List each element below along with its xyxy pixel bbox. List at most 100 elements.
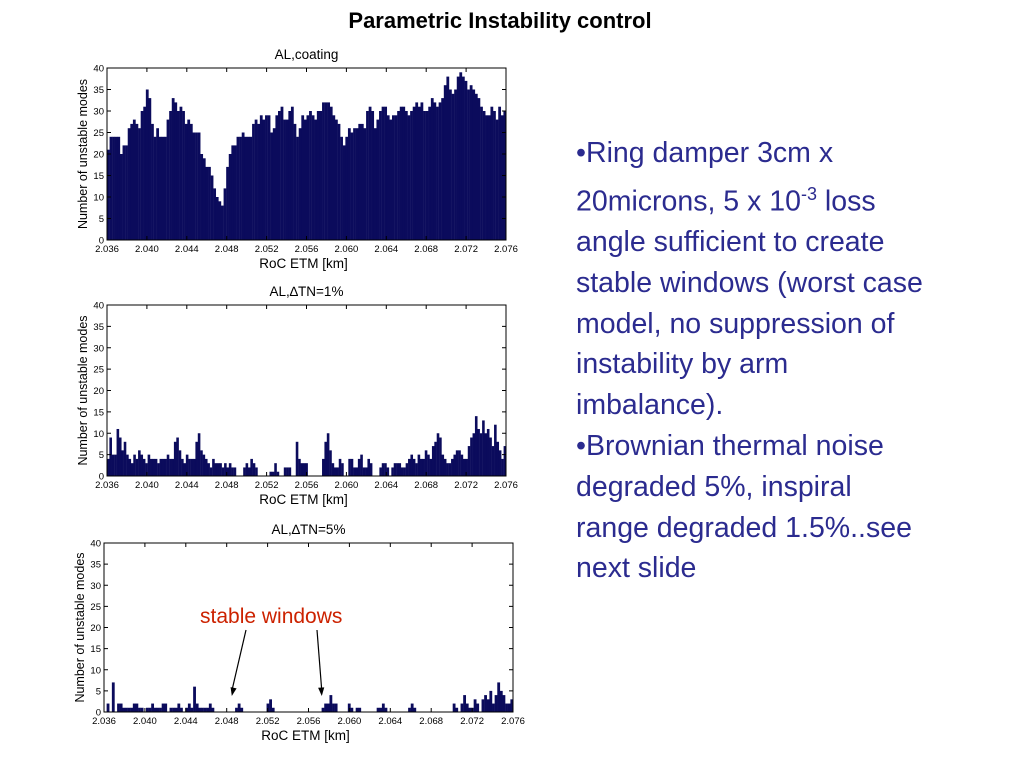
bar <box>500 115 504 240</box>
bar <box>384 707 388 712</box>
bar <box>126 454 129 477</box>
bar <box>216 463 220 476</box>
bar <box>408 707 411 712</box>
y-tick-label: 35 <box>90 560 101 571</box>
bar <box>269 471 273 476</box>
y-axis-label-1: Number of unstable modes <box>76 79 90 229</box>
bar <box>143 106 147 240</box>
bar <box>326 433 330 476</box>
bar <box>309 111 312 240</box>
bar <box>419 458 423 476</box>
bar <box>302 463 306 476</box>
bar <box>161 458 165 476</box>
x-tick-label: 2.068 <box>414 244 438 255</box>
y-tick-label: 10 <box>93 429 104 440</box>
bar <box>181 458 184 476</box>
bar <box>477 428 480 476</box>
bar <box>433 102 437 241</box>
x-tick-label: 2.056 <box>295 480 319 491</box>
bar <box>436 433 440 476</box>
bar <box>332 703 335 712</box>
bar <box>130 123 134 240</box>
bar <box>415 102 419 241</box>
bar <box>443 85 447 240</box>
bar <box>434 441 437 476</box>
bar <box>127 128 131 240</box>
bar <box>107 149 110 240</box>
bar <box>340 136 343 240</box>
bar <box>487 115 491 240</box>
bar <box>331 463 335 476</box>
bar <box>226 467 230 476</box>
bar <box>510 699 514 712</box>
x-tick-label: 2.072 <box>460 716 484 727</box>
bar <box>456 76 460 240</box>
bar <box>367 458 371 476</box>
bar <box>203 707 207 712</box>
y-tick-label: 10 <box>90 665 101 676</box>
y-tick-label: 20 <box>93 386 104 397</box>
bar <box>417 454 421 477</box>
bar <box>243 467 246 476</box>
bar <box>360 454 363 477</box>
bar <box>439 437 442 476</box>
bar <box>200 450 203 476</box>
bar <box>494 695 498 712</box>
bar <box>135 703 139 712</box>
bar <box>147 454 151 477</box>
y-tick-label: 30 <box>93 107 104 118</box>
bar <box>173 441 177 476</box>
x-tick-label: 2.056 <box>295 244 319 255</box>
bar <box>412 106 416 240</box>
bar <box>404 111 408 240</box>
x-tick-label: 2.052 <box>256 716 280 727</box>
bar <box>338 458 342 476</box>
bar <box>424 450 428 476</box>
bar <box>221 205 224 240</box>
y-tick-label: 20 <box>90 623 101 634</box>
bullet-1-text-before: Ring damper 3cm x 20microns, 5 x 10 <box>576 137 834 218</box>
bar <box>392 115 395 240</box>
bullet-item-1: •Ring damper 3cm x 20microns, 5 x 10-3 l… <box>576 133 926 426</box>
bar <box>379 707 383 712</box>
annotation-arrow-head <box>230 687 237 696</box>
bar <box>386 115 390 240</box>
x-tick-label: 2.076 <box>494 244 518 255</box>
bar <box>333 467 337 476</box>
bar <box>347 128 351 240</box>
bar <box>332 115 336 240</box>
y-tick-label: 35 <box>93 85 104 96</box>
stable-windows-annotation: stable windows <box>200 605 343 628</box>
bar <box>128 458 132 476</box>
bar <box>489 437 492 476</box>
bar <box>109 136 113 240</box>
bar <box>441 98 445 240</box>
bar <box>347 703 351 712</box>
bar <box>250 458 253 476</box>
bar <box>240 707 244 712</box>
bar <box>322 458 325 476</box>
bar <box>491 446 495 476</box>
bar <box>460 454 464 477</box>
bar <box>485 115 489 240</box>
bar <box>458 450 461 476</box>
bar <box>469 85 473 240</box>
bar <box>327 102 331 241</box>
bar <box>342 145 346 240</box>
bar <box>135 123 139 240</box>
bar <box>270 132 274 240</box>
bar <box>454 89 457 240</box>
x-tick-label: 2.036 <box>92 716 116 727</box>
x-tick-label: 2.036 <box>95 244 119 255</box>
bar <box>417 106 421 240</box>
bar <box>200 154 204 240</box>
bar <box>208 166 211 240</box>
bar <box>130 707 134 712</box>
bar <box>371 111 375 240</box>
bar <box>357 458 361 476</box>
bar <box>210 175 214 240</box>
bar <box>247 467 251 476</box>
plot-area-2 <box>107 305 506 476</box>
x-tick-label: 2.068 <box>419 716 443 727</box>
